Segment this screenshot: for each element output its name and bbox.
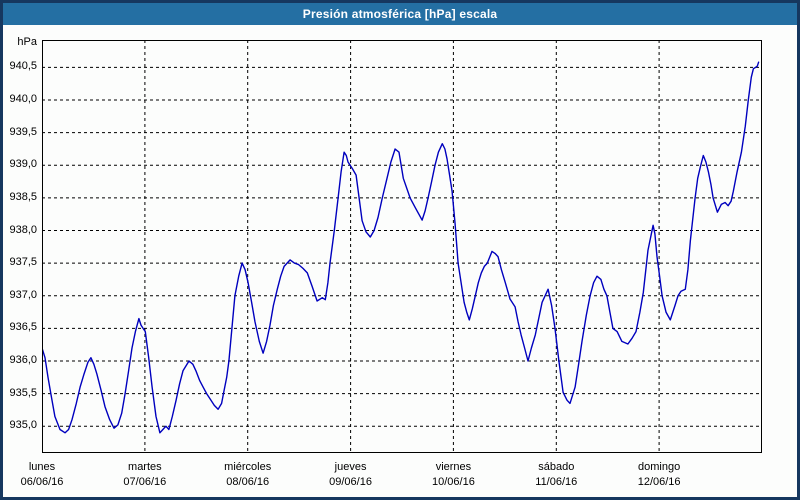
y-tick-label: 937,0: [9, 288, 37, 301]
day-date: 06/06/16: [20, 476, 64, 488]
chart-area: hPa 940,5 940,0 939,5 939,0 938,5 938,0 937,5 9…: [3, 25, 797, 497]
day-name: viernes: [435, 461, 472, 473]
y-tick-label: 938,0: [9, 223, 37, 236]
plot-canvas: [42, 40, 762, 453]
window-title-bar[interactable]: Presión atmosférica [hPa] escala: [3, 3, 797, 25]
y-tick-label: 935,5: [9, 386, 37, 399]
y-tick-label: 939,0: [9, 158, 37, 171]
day-name: martes: [128, 461, 162, 473]
day-name: lunes: [28, 461, 56, 473]
y-tick-label: 940,0: [9, 93, 37, 106]
x-tick-label: miércoles 08/06/16: [206, 460, 290, 490]
y-axis-unit-label: hPa: [17, 36, 37, 48]
y-tick-label: 939,5: [9, 125, 37, 138]
y-tick-label: 936,5: [9, 321, 37, 334]
day-date: 08/06/16: [226, 476, 270, 488]
x-tick-label: lunes 06/06/16: [0, 460, 84, 490]
x-tick-label: viernes 10/06/16: [411, 460, 495, 490]
plot-frame: [42, 40, 762, 453]
window-title: Presión atmosférica [hPa] escala: [302, 7, 498, 21]
day-name: sábado: [538, 461, 575, 473]
day-name: domingo: [638, 461, 681, 473]
pressure-line: [42, 61, 760, 434]
x-tick-label: domingo 12/06/16: [617, 460, 701, 490]
y-tick-label: 935,0: [9, 419, 37, 432]
y-tick-label: 940,5: [9, 60, 37, 73]
y-tick-label: 936,0: [9, 354, 37, 366]
day-name: miércoles: [224, 461, 272, 473]
x-tick-label: jueves 09/06/16: [309, 460, 393, 490]
day-date: 11/06/16: [535, 476, 578, 488]
x-tick-label: martes 07/06/16: [103, 460, 187, 490]
y-tick-label: 937,5: [9, 256, 37, 269]
day-date: 12/06/16: [637, 476, 681, 488]
day-name: jueves: [334, 461, 367, 473]
y-tick-label: 938,5: [9, 190, 37, 203]
day-date: 09/06/16: [329, 476, 372, 488]
day-date: 07/06/16: [123, 476, 167, 488]
day-date: 10/06/16: [432, 476, 475, 488]
x-tick-label: sábado 11/06/16: [514, 460, 598, 490]
